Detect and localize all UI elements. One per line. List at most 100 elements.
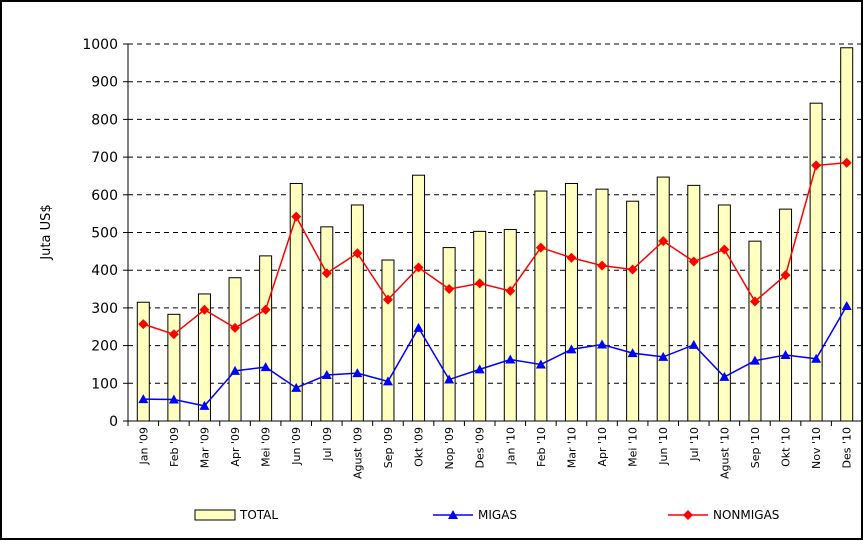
marker [535,359,546,369]
marker [168,394,179,404]
marker [413,262,424,273]
marker [505,285,516,296]
bar [228,277,242,422]
marker [535,242,546,253]
x-tick-label: Jul '10 [688,427,701,462]
x-tick-label: Apr '09 [229,427,242,467]
marker [688,339,699,349]
y-tick-label: 200 [91,339,118,355]
marker [230,365,241,375]
bar [809,102,823,422]
marker [627,264,638,275]
marker [719,244,730,255]
x-tick-label: Mar '09 [198,427,211,468]
marker [199,304,210,315]
x-tick-label: Agust '10 [718,427,731,479]
y-tick-label: 800 [91,112,118,128]
marker [505,354,516,364]
bar [167,313,181,422]
bar [687,184,701,422]
x-tick-label: Mei '10 [627,427,640,467]
x-tick-label: Jan '09 [137,427,150,465]
x-tick-label: Agust '09 [351,427,364,479]
bar [197,293,211,422]
x-tick-label: Nop '09 [443,427,456,469]
x-tick-label: Jun '10 [657,427,670,466]
marker [321,268,332,279]
bar [748,240,762,422]
marker [627,348,638,358]
y-tick-label: 1000 [82,37,118,53]
y-tick-label: 600 [91,188,118,204]
x-tick-label: Sep '09 [382,427,395,468]
bar [381,259,395,422]
marker [230,322,241,333]
bar [442,247,456,422]
y-tick-label: 300 [91,301,118,317]
bar [595,188,609,422]
y-tick-label: 900 [91,75,118,91]
bar [320,226,334,422]
x-tick-label: Mar '10 [565,427,578,468]
bar [259,255,273,422]
marker [780,350,791,360]
marker [749,355,760,365]
marker [780,270,791,281]
x-tick-label: Okt '10 [780,427,793,467]
marker [352,248,363,259]
legend-label: MIGAS [478,508,517,522]
marker [597,339,608,349]
marker [321,370,332,380]
bar [840,47,854,422]
bar [412,174,426,422]
marker [566,344,577,354]
x-tick-label: Apr '10 [596,427,609,467]
bar [626,200,640,422]
marker [474,278,485,289]
y-tick-label: 700 [91,150,118,166]
legend-swatch [194,509,236,521]
marker [841,157,852,168]
marker [688,256,699,267]
marker [811,353,822,363]
bar [136,301,150,422]
bar [350,204,364,422]
x-tick-label: Jun '09 [290,427,303,466]
y-tick-label: 500 [91,226,118,242]
marker [291,211,302,222]
x-tick-label: Feb '10 [535,427,548,467]
y-tick-label: 400 [91,263,118,279]
marker [199,400,210,410]
x-tick-label: Feb '09 [168,427,181,467]
marker [597,260,608,271]
x-tick-label: Okt '09 [413,427,426,467]
marker [658,236,669,247]
bar [473,230,487,422]
line [143,305,848,407]
bar [534,190,548,422]
bar [289,182,303,422]
bar [656,176,670,422]
marker [291,382,302,392]
marker [444,284,455,295]
x-tick-label: Des '09 [474,427,487,469]
legend-label: TOTAL [239,508,278,522]
x-tick-label: Jan '10 [504,427,517,465]
marker [658,351,669,361]
marker [382,294,393,305]
bar [717,204,731,422]
marker [138,394,149,404]
marker [138,319,149,330]
marker [749,296,760,307]
y-tick-label: 100 [91,376,118,392]
marker [413,322,424,332]
legend-label: NONMIGAS [713,508,779,522]
line [143,162,847,336]
bar [503,228,517,422]
x-tick-label: Des '10 [841,427,854,469]
marker [260,304,271,315]
marker [474,364,485,374]
y-axis-label: Juta US$ [39,204,54,260]
marker [719,371,730,381]
